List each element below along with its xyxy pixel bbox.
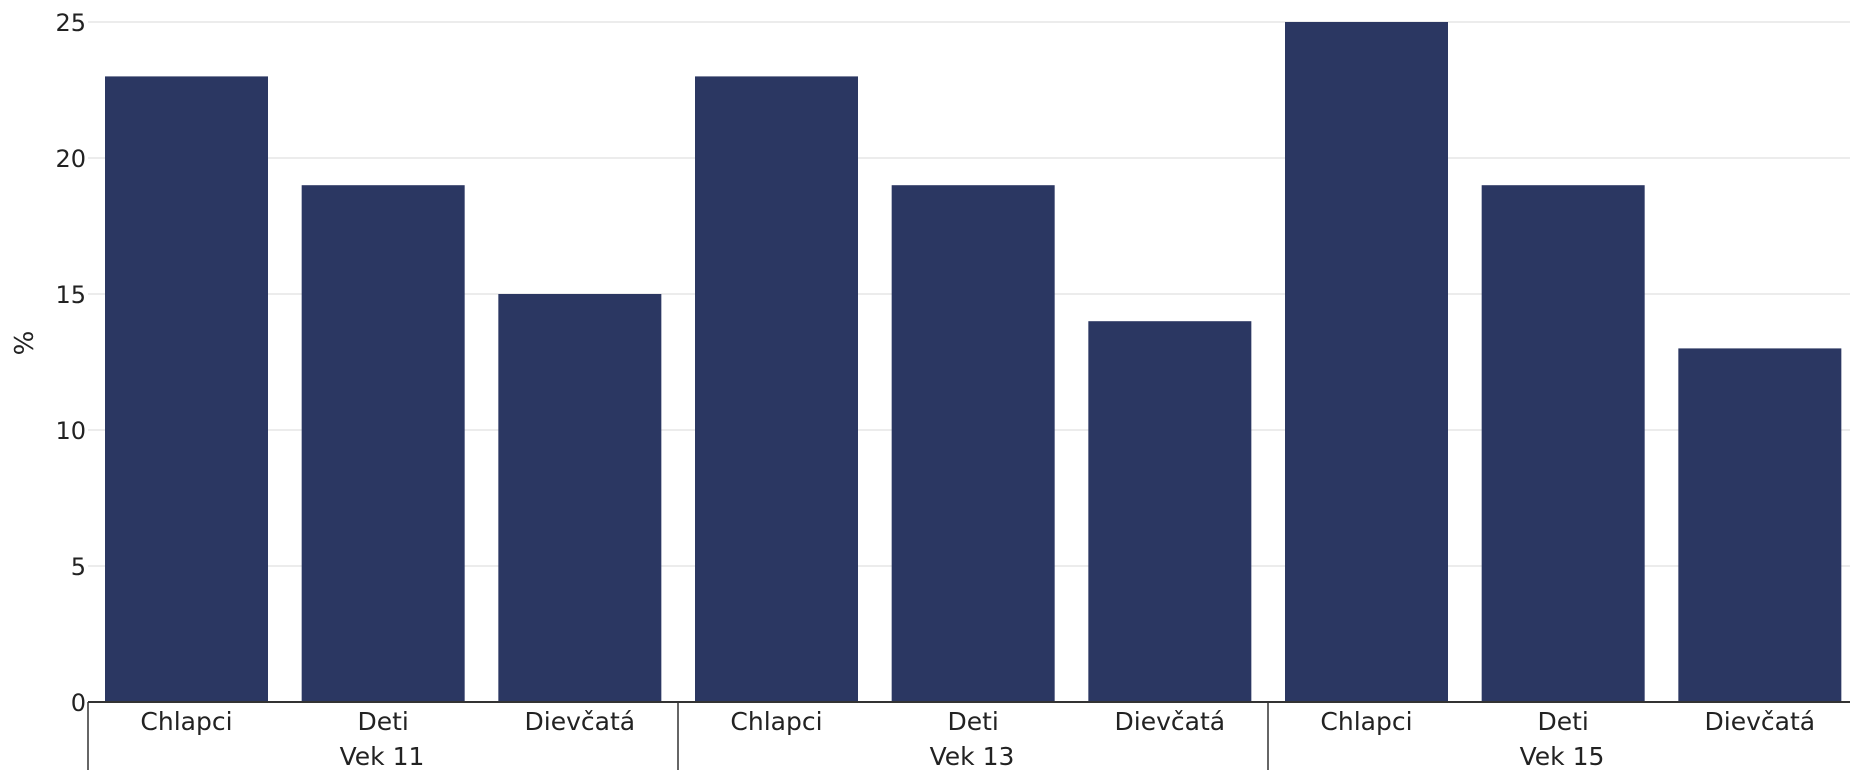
axes bbox=[87, 701, 1850, 770]
y-tick-label: 5 bbox=[71, 553, 86, 581]
bar-vek-13-dievčatá bbox=[1088, 321, 1252, 702]
x-group-label: Vek 15 bbox=[1520, 742, 1605, 770]
x-group-label: Vek 11 bbox=[340, 742, 425, 770]
x-category-label: Chlapci bbox=[1320, 707, 1412, 736]
x-category-label: Chlapci bbox=[140, 707, 232, 736]
x-group-label: Vek 13 bbox=[930, 742, 1015, 770]
x-category-label: Deti bbox=[1537, 707, 1588, 736]
y-tick-label: 10 bbox=[55, 417, 86, 445]
y-tick-label: 25 bbox=[55, 9, 86, 37]
bar-vek-15-chlapci bbox=[1285, 22, 1448, 702]
x-category-label: Dievčatá bbox=[525, 707, 636, 736]
bar-vek-11-dievčatá bbox=[498, 294, 662, 702]
bar-vek-11-deti bbox=[301, 185, 465, 702]
bar-vek-13-deti bbox=[891, 185, 1055, 702]
x-category-labels: Chlapci Deti Dievčatá Chlapci Deti Dievčatá Ch… bbox=[140, 707, 1815, 736]
x-category-label: Dievčatá bbox=[1705, 707, 1816, 736]
bar-vek-11-chlapci bbox=[105, 76, 268, 702]
y-axis-title: % bbox=[10, 331, 40, 356]
bars bbox=[105, 22, 1842, 702]
y-tick-labels: 0 5 10 15 20 25 bbox=[55, 9, 86, 717]
bar-vek-13-chlapci bbox=[695, 76, 858, 702]
x-category-label: Chlapci bbox=[730, 707, 822, 736]
y-tick-label: 15 bbox=[55, 281, 86, 309]
y-tick-label: 0 bbox=[71, 689, 86, 717]
x-group-labels: Vek 11 Vek 13 Vek 15 bbox=[340, 742, 1605, 770]
x-category-label: Dievčatá bbox=[1115, 707, 1226, 736]
bar-vek-15-deti bbox=[1481, 185, 1645, 702]
x-category-label: Deti bbox=[947, 707, 998, 736]
x-category-label: Deti bbox=[357, 707, 408, 736]
y-tick-label: 20 bbox=[55, 145, 86, 173]
bar-vek-15-dievčatá bbox=[1678, 348, 1842, 702]
